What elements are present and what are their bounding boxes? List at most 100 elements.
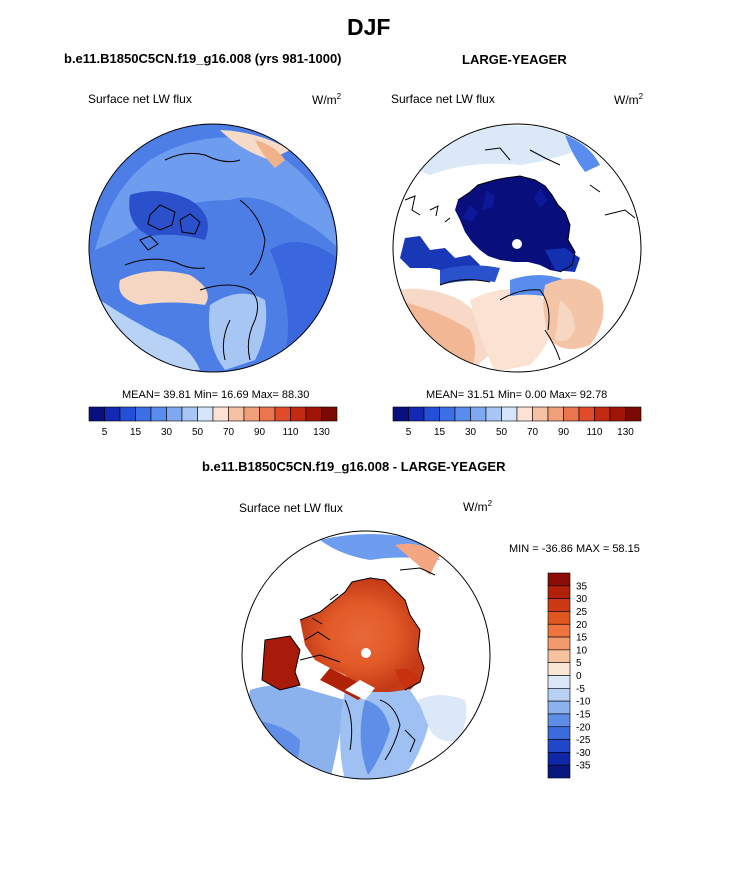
panel-3-units: W/m2 — [463, 499, 493, 514]
panel-2-stats: MEAN= 31.51 Min= 0.00 Max= 92.78 — [426, 389, 608, 401]
colorbar-1: 5 15 30 50 70 90 110 130 — [88, 406, 338, 438]
colorbar-3-tick-label: -25 — [576, 735, 591, 746]
colorbar-1-swatch — [135, 406, 152, 422]
panel-1-field-label: Surface net LW flux — [88, 92, 192, 106]
colorbar-3-tick-label: 20 — [576, 620, 588, 631]
panel-2-units: W/m2 — [614, 92, 644, 107]
colorbar-3-swatch — [547, 700, 571, 715]
colorbar-1-swatch — [305, 406, 322, 422]
colorbar-1-tick-label: 30 — [161, 427, 173, 438]
colorbar-1-tick-label: 110 — [283, 427, 299, 438]
colorbar-2-tick-label: 50 — [496, 427, 508, 438]
colorbar-2-tick-label: 15 — [434, 427, 446, 438]
map-2-polar-projection — [393, 124, 641, 372]
colorbar-2-swatch — [625, 406, 642, 422]
colorbar-1-swatch — [228, 406, 245, 422]
colorbar-3-tick-label: -35 — [576, 761, 591, 772]
colorbar-1-swatch — [119, 406, 136, 422]
colorbar-2: 5 15 30 50 70 90 110 130 — [392, 406, 642, 438]
colorbar-2-swatch — [470, 406, 487, 422]
colorbar-1-swatch — [321, 406, 338, 422]
colorbar-2-swatch — [423, 406, 440, 422]
colorbar-1-tick-label: 15 — [130, 427, 142, 438]
colorbar-2-tick-label: 30 — [465, 427, 477, 438]
colorbar-2-swatch — [578, 406, 595, 422]
colorbar-2-tick-label: 90 — [558, 427, 570, 438]
colorbar-3-swatch — [547, 662, 571, 676]
colorbar-1-swatch — [274, 406, 291, 422]
colorbar-3-tick-label: 15 — [576, 633, 588, 644]
figure-title: DJF — [347, 14, 391, 40]
colorbar-1-tick-label: 50 — [192, 427, 204, 438]
colorbar-3-swatch — [547, 623, 571, 638]
map-2-boundary — [392, 123, 642, 373]
colorbar-3-swatch — [547, 713, 571, 728]
colorbar-1-tick-label: 70 — [223, 427, 235, 438]
colorbar-2-swatch — [547, 406, 564, 422]
colorbar-3-tick-label: 5 — [576, 658, 582, 669]
colorbar-3-swatch — [547, 611, 571, 625]
colorbar-3-tick-label: -5 — [576, 684, 585, 695]
map-1-polar-projection — [89, 124, 337, 372]
colorbar-1-swatch — [181, 406, 198, 422]
panel-2-heading: LARGE-YEAGER — [462, 52, 567, 67]
panel-1-heading: b.e11.B1850C5CN.f19_g16.008 (yrs 981-100… — [64, 51, 342, 66]
colorbar-3-swatch — [547, 752, 571, 766]
colorbar-2-tick-label: 130 — [617, 427, 634, 438]
colorbar-1-swatch — [243, 406, 260, 422]
panel-1-units: W/m2 — [312, 92, 342, 107]
colorbar-1-swatch — [259, 406, 276, 422]
colorbar-3-tick-label: 35 — [576, 581, 588, 592]
colorbar-1-tick-label: 130 — [313, 427, 330, 438]
panel-3-heading: b.e11.B1850C5CN.f19_g16.008 - LARGE-YEAG… — [202, 459, 506, 474]
colorbar-2-swatch — [516, 406, 533, 422]
colorbar-1-tick-label: 90 — [254, 427, 266, 438]
colorbar-2-swatch — [408, 406, 425, 422]
colorbar-2-tick-label: 5 — [406, 427, 412, 438]
colorbar-3-tick-label: -10 — [576, 697, 591, 708]
colorbar-3-swatch — [547, 739, 571, 753]
panel-2-field-label: Surface net LW flux — [391, 92, 495, 106]
colorbar-3-tick-label: 10 — [576, 645, 588, 656]
colorbar-2-swatch — [439, 406, 456, 422]
colorbar-1-swatch — [197, 406, 214, 422]
colorbar-3-tick-label: 25 — [576, 607, 588, 618]
colorbar-2-swatch — [485, 406, 502, 422]
colorbar-3-tick-label: 0 — [576, 671, 582, 682]
colorbar-2-swatch — [594, 406, 611, 422]
panel-3-stats: MIN = -36.86 MAX = 58.15 — [509, 543, 640, 555]
colorbar-2-swatch — [532, 406, 549, 422]
colorbar-3-swatch — [547, 726, 571, 740]
panel-1-stats: MEAN= 39.81 Min= 16.69 Max= 88.30 — [122, 389, 310, 401]
colorbar-3-tick-label: 30 — [576, 594, 588, 605]
colorbar-3-swatch — [547, 636, 571, 651]
colorbar-3-swatch — [547, 688, 571, 702]
colorbar-3-swatch — [547, 598, 571, 612]
colorbar-2-swatch — [392, 406, 409, 422]
colorbar-2-swatch — [609, 406, 626, 422]
map-3-boundary — [241, 530, 491, 780]
colorbar-1-swatch — [104, 406, 121, 422]
colorbar-2-swatch — [454, 406, 471, 422]
colorbar-3-swatch — [547, 675, 571, 689]
colorbar-1-swatch — [212, 406, 229, 422]
colorbar-2-tick-label: 70 — [527, 427, 539, 438]
colorbar-3-swatch — [547, 585, 571, 599]
colorbar-3-tick-label: -20 — [576, 722, 591, 733]
colorbar-1-swatch — [290, 406, 307, 422]
colorbar-1-swatch — [150, 406, 167, 422]
colorbar-3-tick-label: -30 — [576, 748, 591, 759]
colorbar-2-swatch — [501, 406, 518, 422]
colorbar-3-swatch — [547, 572, 571, 587]
colorbar-2-tick-label: 110 — [587, 427, 603, 438]
colorbar-1-tick-label: 5 — [102, 427, 108, 438]
map-3-polar-projection — [242, 531, 490, 779]
colorbar-1-swatch — [88, 406, 105, 422]
panel-3-field-label: Surface net LW flux — [239, 501, 343, 515]
colorbar-2-swatch — [563, 406, 580, 422]
map-1-boundary — [88, 123, 338, 373]
colorbar-1-swatch — [166, 406, 183, 422]
colorbar-3-tick-label: -15 — [576, 709, 591, 720]
